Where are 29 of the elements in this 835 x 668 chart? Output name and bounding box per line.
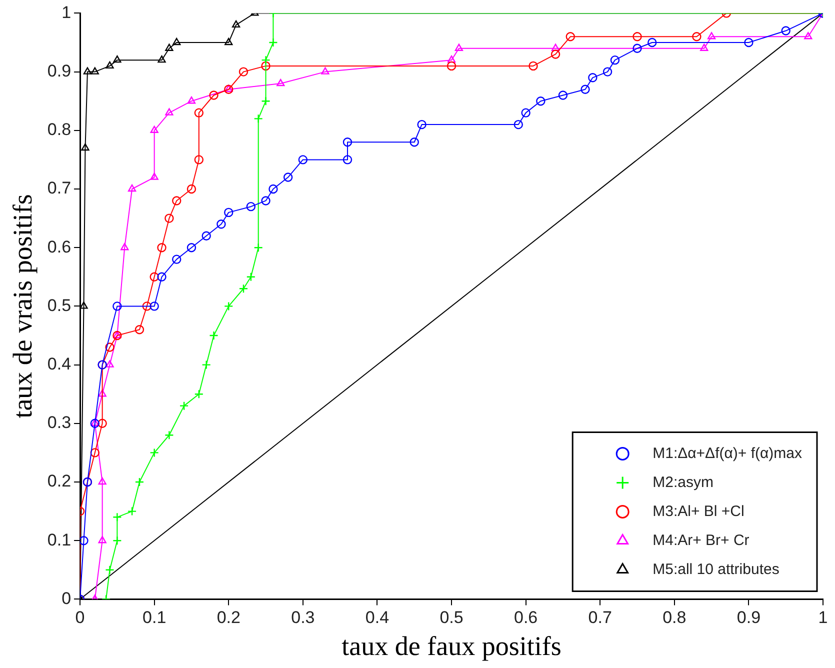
x-tick-label: 0.7 — [588, 608, 612, 628]
x-tick-label: 0 — [75, 608, 85, 628]
x-tick-label: 0.4 — [365, 608, 390, 628]
y-tick-label: 0.2 — [47, 472, 72, 491]
y-axis-title: taux de vrais positifs — [7, 194, 38, 418]
y-tick-label: 0.5 — [47, 296, 72, 315]
x-tick-label: 0.5 — [440, 608, 464, 628]
y-tick-label: 0 — [62, 588, 72, 608]
legend-label: M2:asym — [652, 474, 714, 491]
legend-label: M1:Δα+Δf(α)+ f(α)max — [652, 444, 802, 462]
y-tick-label: 0.1 — [47, 530, 72, 550]
legend-label: M4:Ar+ Br+ Cr — [652, 532, 750, 549]
y-tick-label: 0.3 — [47, 413, 72, 432]
x-tick-label: 1 — [818, 608, 828, 628]
legend-label: M5:all 10 attributes — [652, 560, 780, 578]
y-tick-label: 0.7 — [47, 178, 72, 198]
x-tick-label: 0.1 — [142, 608, 166, 628]
y-tick-label: 0.9 — [47, 61, 72, 80]
y-tick-label: 0.6 — [47, 237, 72, 256]
y-tick-label: 0.8 — [47, 120, 72, 140]
x-tick-label: 0.2 — [216, 608, 240, 628]
y-tick-label: 0.4 — [47, 354, 72, 374]
x-tick-label: 0.3 — [291, 608, 315, 628]
x-tick-label: 0.6 — [514, 608, 538, 628]
x-tick-label: 0.9 — [736, 608, 761, 628]
y-tick-label: 1 — [62, 2, 72, 22]
x-tick-label: 0.8 — [662, 608, 686, 628]
legend-label: M3:Al+ Bl +Cl — [652, 502, 744, 520]
x-axis-title: taux de faux positifs — [342, 630, 562, 661]
